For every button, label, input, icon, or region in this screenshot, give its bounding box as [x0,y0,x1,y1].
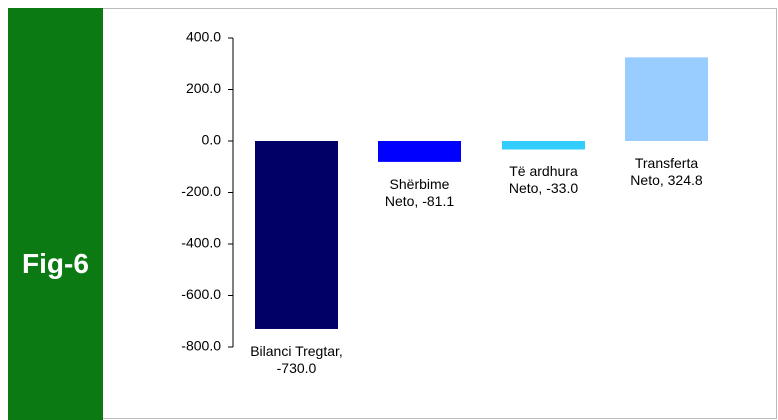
y-tick-label: -800.0 [181,338,221,354]
y-tick-label: 400.0 [186,29,221,45]
data-label: Të ardhura Neto, -33.0 [508,163,579,197]
bar [255,141,338,329]
data-label: Transferta Neto, 324.8 [630,155,703,188]
sidebar: Fig-6 [8,8,103,420]
figure-label: Fig-6 [22,248,89,279]
bar [378,141,461,162]
y-tick-label: 0.0 [202,132,222,148]
bar [502,141,585,150]
data-label: Shërbime Neto, -81.1 [384,175,455,209]
y-tick-label: -400.0 [181,235,221,251]
y-tick-label: 200.0 [186,80,221,96]
data-label: Bilanci Tregtar, -730.0 [250,342,343,376]
chart-frame [103,8,777,419]
y-tick-label: -600.0 [181,286,221,302]
y-tick-label: -200.0 [181,183,221,199]
bar [625,57,708,141]
